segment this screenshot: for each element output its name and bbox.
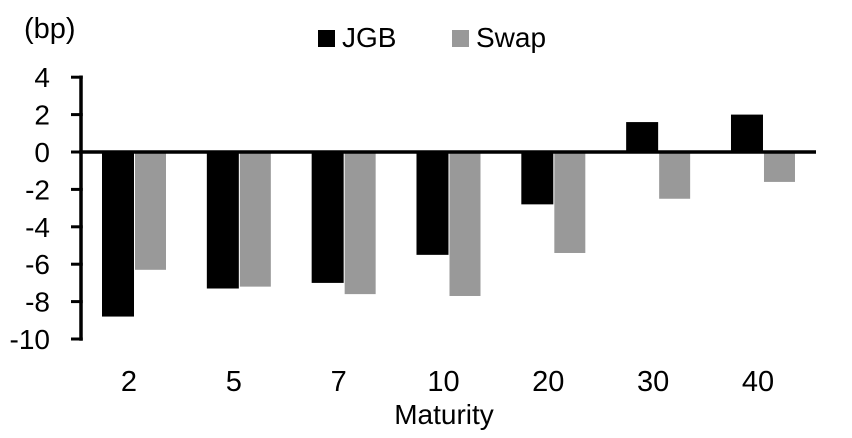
bar-swap-10 [449, 152, 481, 296]
x-tick-label-2: 2 [121, 366, 137, 398]
legend-item-swap: Swap [452, 24, 546, 52]
bar-jgb-40 [730, 114, 763, 152]
x-tick-label-7: 7 [331, 366, 347, 398]
y-tick-label--4: -4 [25, 212, 50, 243]
y-tick-label-4: 4 [34, 62, 50, 93]
y-axis-unit-label: (bp) [24, 13, 76, 45]
bar-swap-20 [554, 152, 586, 253]
bar-jgb-7 [311, 152, 344, 283]
y-tick-label-2: 2 [34, 100, 50, 131]
y-tick-label--2: -2 [25, 174, 50, 205]
legend-label-swap: Swap [476, 22, 547, 53]
y-tick-label--6: -6 [25, 249, 50, 280]
bar-jgb-5 [206, 152, 239, 289]
x-tick-label-20: 20 [532, 366, 564, 398]
bar-swap-2 [135, 152, 166, 270]
x-tick-label-10: 10 [427, 366, 459, 398]
bar-jgb-2 [102, 152, 134, 317]
x-tick-label-5: 5 [226, 366, 242, 398]
legend-swatch-swap [452, 29, 469, 47]
bar-jgb-10 [416, 152, 449, 255]
y-tick-label-0: 0 [34, 137, 50, 168]
bar-jgb-30 [626, 122, 659, 152]
legend-swatch-jgb [318, 29, 335, 47]
legend-label-jgb: JGB [342, 22, 397, 53]
y-tick-label--8: -8 [25, 287, 50, 318]
legend-item-jgb: JGB [318, 24, 396, 52]
x-axis-title: Maturity [394, 399, 494, 430]
bar-swap-5 [239, 152, 271, 287]
x-tick-label-40: 40 [742, 366, 774, 398]
x-tick-label-30: 30 [637, 366, 669, 398]
bar-swap-40 [763, 152, 795, 182]
y-tick-label--10: -10 [10, 324, 50, 355]
bar-jgb-20 [521, 152, 554, 205]
bar-swap-30 [659, 152, 691, 199]
bar-swap-7 [344, 152, 376, 295]
